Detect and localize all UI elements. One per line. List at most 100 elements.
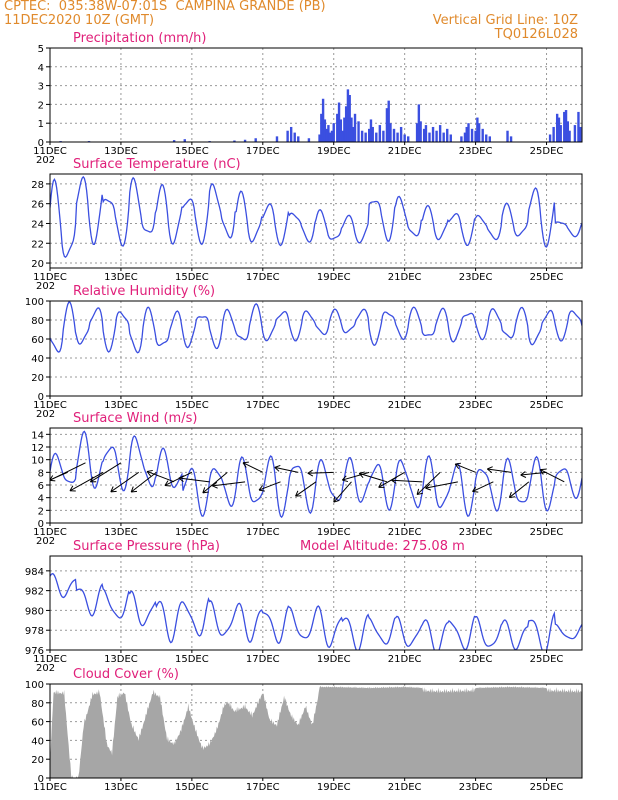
x-tick-label: 13DEC [104, 527, 138, 538]
x-tick-label: 25DEC [530, 272, 564, 283]
precip-bar [385, 108, 389, 142]
precip-bar [442, 132, 445, 142]
y-tick-label: 80 [31, 316, 44, 327]
y-tick-label: 0 [38, 138, 44, 149]
precip-bar [485, 134, 488, 142]
wind-arrowhead [378, 481, 385, 488]
wind-arrowhead [333, 496, 340, 503]
panel-frame [49, 300, 583, 397]
precip-bar [474, 130, 477, 142]
wind-vector [307, 471, 334, 474]
precip-bar [564, 110, 568, 142]
y-tick-label: 20 [31, 259, 44, 270]
x-tick-label: 23DEC [459, 782, 493, 793]
precip-bar [407, 136, 410, 142]
y-tick-label: 8 [38, 468, 44, 479]
precip-bar [318, 134, 321, 142]
wind-vector [69, 471, 104, 492]
x-tick-label: 11DEC [33, 400, 67, 411]
wind-vector [242, 462, 264, 473]
precip-bar [339, 119, 343, 142]
precip-bar [343, 117, 346, 142]
x-tick-label: 21DEC [388, 272, 422, 283]
x-tick-label: 19DEC [317, 272, 351, 283]
precip-bar [488, 136, 491, 142]
wind-arrowhead [178, 475, 185, 483]
precip-bar [568, 130, 571, 142]
precip-bar [552, 126, 555, 142]
wind-vector [359, 472, 388, 483]
x-tick-label: 17DEC [246, 272, 280, 283]
x-tick-label: 15DEC [175, 272, 209, 283]
precip-bar [357, 121, 360, 142]
x-tick-label: 23DEC [459, 654, 493, 665]
x-tick-label: 23DEC [459, 527, 493, 538]
x-tick-label: 17DEC [246, 146, 280, 157]
precip-bar [467, 123, 470, 142]
y-tick-label: 60 [31, 335, 44, 346]
x-tick-label: 15DEC [175, 782, 209, 793]
panel-title: Relative Humidity (%) [73, 284, 215, 299]
panel-temp: 20 22 24 26 28 Surface Temperature (nC) 11DEC 1… [31, 157, 583, 292]
precip-bar [336, 113, 339, 142]
x-tick-label: 19DEC [317, 400, 351, 411]
y-tick-label: 978 [25, 626, 44, 637]
y-tick-label: 26 [31, 200, 44, 211]
precip-bar [446, 128, 449, 142]
x-tick-label: 13DEC [104, 272, 138, 283]
precip-bar [289, 126, 293, 142]
series-wind [9, 430, 582, 519]
wind-arrowhead [146, 469, 153, 477]
x-tick-label: 11DEC [33, 272, 67, 283]
precip-bar [364, 132, 367, 142]
wind-arrowhead [202, 487, 209, 494]
panel-pres: 976 978 980 982 984 Surface Pressure (hPa) Mod… [25, 539, 583, 674]
y-tick-label: 976 [25, 646, 44, 657]
wind-vector [258, 481, 281, 491]
precip-bar [438, 125, 442, 142]
precip-bar [330, 130, 334, 142]
wind-vector [425, 481, 458, 489]
x-tick-label: 13DEC [104, 782, 138, 793]
panel-wind: 0 24 6 810 12 14 Surface Wind (m/s) 11DEC 13DEC 1… [9, 411, 583, 547]
y-tick-label: 980 [25, 606, 44, 617]
precip-bar [254, 138, 257, 142]
precip-bar [172, 140, 176, 142]
y-tick-label: 100 [25, 297, 44, 308]
precip-bar [509, 136, 513, 142]
header-line2: 11DEC2020 10Z (GMT) [4, 13, 155, 28]
precip-bar [297, 136, 300, 142]
year-fragment: 202 [36, 536, 55, 547]
x-tick-label: 19DEC [317, 782, 351, 793]
wind-vector [333, 481, 352, 503]
y-tick-label: 4 [38, 63, 44, 74]
wind-arrowhead [472, 486, 479, 493]
precip-bar [344, 106, 348, 142]
precip-bar [481, 128, 484, 142]
series-line-rh [50, 301, 582, 354]
y-tick-label: 80 [31, 699, 44, 710]
precip-bar [307, 138, 311, 142]
y-tick-label: 3 [38, 82, 44, 93]
precip-bar [325, 128, 328, 142]
wind-arrowhead [212, 481, 218, 489]
wind-vector [90, 462, 122, 483]
y-tick-label: 2 [38, 506, 44, 517]
x-tick-label: 21DEC [388, 654, 422, 665]
y-tick-label: 0 [38, 519, 44, 530]
y-tick-label: 10 [31, 456, 44, 467]
panel-cloud: 0 20 40 60 80 100 Cloud Cover (%) 11DEC 13DEC 15D… [25, 667, 583, 793]
y-tick-label: 22 [31, 239, 44, 250]
y-tick-label: 982 [25, 587, 44, 598]
series-precip [59, 89, 582, 142]
y-tick-label: 6 [38, 481, 44, 492]
x-tick-label: 21DEC [388, 146, 422, 157]
wind-vector [416, 471, 441, 495]
wind-arrowhead [539, 468, 547, 475]
precip-bar [559, 125, 562, 142]
wind-arrowhead [508, 491, 516, 499]
panel-title: Surface Temperature (nC) [73, 157, 241, 172]
wind-arrowhead [9, 473, 15, 479]
x-tick-label: 23DEC [459, 146, 493, 157]
